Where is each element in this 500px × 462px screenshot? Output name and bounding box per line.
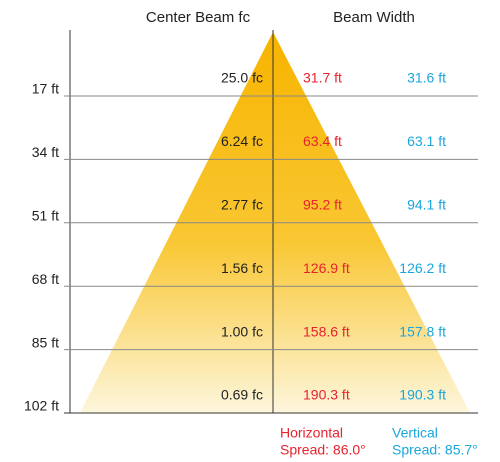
- distance-label: 17 ft: [32, 81, 59, 97]
- footer-vertical-title: Vertical: [392, 425, 438, 441]
- center-beam-value: 1.00 fc: [221, 323, 263, 339]
- center-beam-value: 2.77 fc: [221, 197, 263, 213]
- footer-vertical-spread: Spread: 85.7°: [392, 442, 478, 458]
- horizontal-width: 126.9 ft: [303, 260, 350, 276]
- distance-label: 85 ft: [32, 334, 59, 350]
- center-beam-value: 6.24 fc: [221, 133, 263, 149]
- center-beam-value: 25.0 fc: [221, 70, 263, 86]
- distance-label: 51 ft: [32, 208, 59, 224]
- horizontal-width: 95.2 ft: [303, 197, 342, 213]
- horizontal-width: 31.7 ft: [303, 70, 342, 86]
- header-center-beam: Center Beam fc: [146, 9, 251, 26]
- center-beam-value: 0.69 fc: [221, 387, 263, 403]
- vertical-width: 157.8 ft: [399, 323, 446, 339]
- distance-label: 34 ft: [32, 144, 59, 160]
- horizontal-width: 158.6 ft: [303, 323, 350, 339]
- vertical-width: 126.2 ft: [399, 260, 446, 276]
- center-beam-value: 1.56 fc: [221, 260, 263, 276]
- header-beam-width: Beam Width: [333, 9, 415, 26]
- vertical-width: 31.6 ft: [407, 70, 446, 86]
- footer-horizontal-title: Horizontal: [280, 425, 343, 441]
- horizontal-width: 190.3 ft: [303, 387, 350, 403]
- vertical-width: 190.3 ft: [399, 387, 446, 403]
- vertical-width: 94.1 ft: [407, 197, 446, 213]
- footer-horizontal-spread: Spread: 86.0°: [280, 442, 366, 458]
- distance-label: 68 ft: [32, 271, 59, 287]
- distance-label: 102 ft: [24, 398, 59, 414]
- vertical-width: 63.1 ft: [407, 133, 446, 149]
- horizontal-width: 63.4 ft: [303, 133, 342, 149]
